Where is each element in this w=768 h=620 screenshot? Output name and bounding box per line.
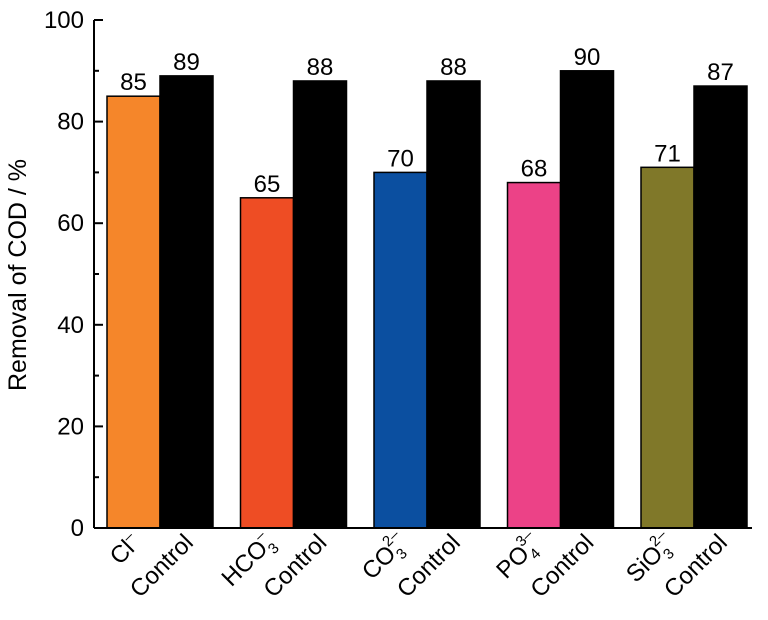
y-tick-label-0: 0 (71, 515, 84, 542)
bars-group (106, 70, 748, 529)
category-label-0: Cl– (103, 527, 146, 570)
category-label-5: Control (392, 529, 466, 603)
bar-value-label-6: 68 (521, 156, 548, 183)
category-label-base-5: Control (392, 529, 466, 603)
bar-1 (159, 75, 214, 529)
y-tick-label-100: 100 (44, 7, 84, 34)
category-label-base-9: Control (659, 529, 733, 603)
y-tick-labels-group: 0 20 40 60 80 100 (44, 7, 84, 542)
bar-value-label-9: 87 (707, 59, 734, 86)
category-label-base-4: CO (357, 540, 402, 585)
bar-4 (373, 171, 428, 529)
y-tick-label-60: 60 (57, 210, 84, 237)
bar-value-label-2: 65 (254, 171, 281, 198)
y-tick-label-40: 40 (57, 312, 84, 339)
bar-value-label-1: 89 (173, 49, 200, 76)
category-label-base-7: Control (525, 529, 599, 603)
bar-value-label-3: 88 (307, 54, 334, 81)
bar-9 (693, 85, 748, 529)
bar-8 (640, 166, 695, 529)
bar-value-label-5: 88 (440, 54, 467, 81)
bar-2 (239, 197, 295, 529)
bar-5 (426, 80, 481, 529)
y-tick-label-80: 80 (57, 109, 84, 136)
bar-value-label-0: 85 (120, 69, 147, 96)
category-labels-group: Cl–Control HCO3–Control CO32–Control PO43–C… (103, 526, 733, 603)
bar-0 (106, 95, 161, 529)
bar-value-label-4: 70 (387, 145, 414, 172)
category-label-9: Control (659, 529, 733, 603)
category-label-base-6: PO (491, 540, 535, 584)
y-tick-label-20: 20 (57, 413, 84, 440)
bar-value-label-7: 90 (574, 44, 601, 71)
bar-value-label-8: 71 (654, 140, 681, 167)
bar-7 (559, 70, 615, 529)
value-labels-group: 85 89 65 88 70 88 68 90 71 87 (120, 44, 734, 198)
y-axis-label: Removal of COD / % (4, 159, 32, 391)
category-label-7: Control (525, 529, 599, 603)
axes-group (93, 19, 752, 529)
bar-6 (506, 181, 562, 529)
bar-3 (292, 80, 348, 529)
